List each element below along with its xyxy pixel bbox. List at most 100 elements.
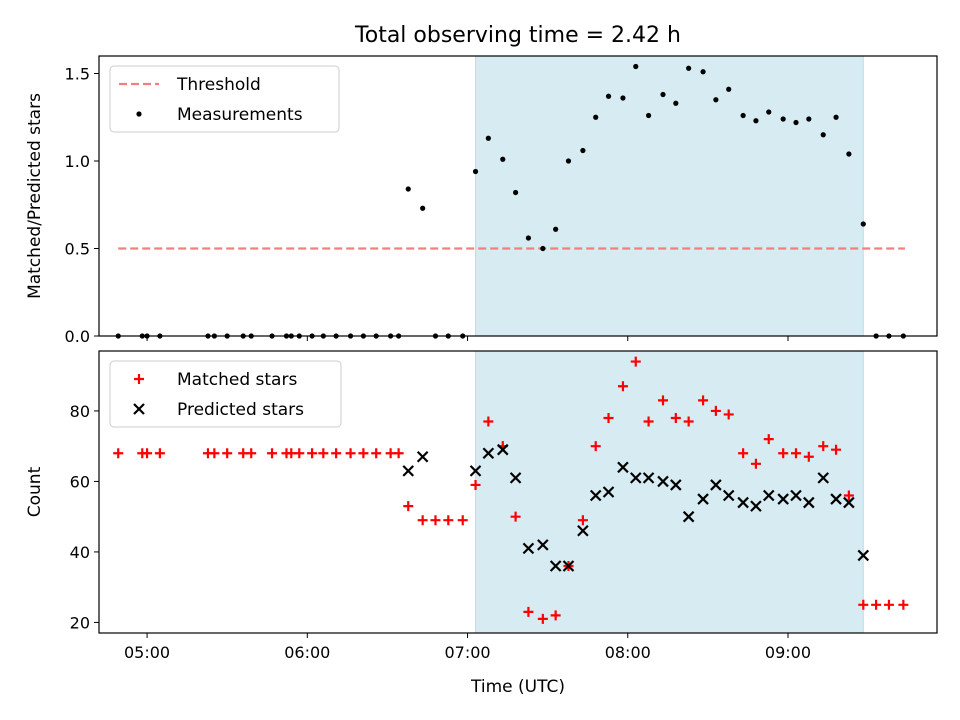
data-point — [630, 356, 641, 367]
data-point — [658, 395, 669, 406]
data-point — [512, 189, 519, 196]
data-point — [509, 472, 522, 484]
legend: Threshold Measurements — [109, 65, 340, 133]
data-point — [777, 493, 789, 505]
data-point — [403, 501, 414, 512]
legend-label: Matched stars — [177, 370, 297, 390]
data-point — [803, 496, 815, 509]
data-point — [580, 147, 586, 154]
data-point — [657, 475, 669, 488]
data-point — [142, 448, 153, 459]
data-point — [577, 515, 588, 526]
data-point — [222, 448, 233, 459]
data-point — [740, 112, 746, 119]
y-axis-label: Matched/Predicted stars — [25, 93, 45, 299]
data-point — [430, 515, 441, 526]
legend: Matched stars Predicted stars — [109, 360, 342, 428]
y-tick-label: 20 — [70, 613, 90, 632]
data-point — [457, 515, 468, 526]
data-point — [697, 493, 709, 505]
data-point — [682, 510, 695, 523]
data-point — [470, 479, 481, 490]
data-point — [780, 116, 786, 122]
data-point — [589, 489, 602, 502]
data-point — [738, 448, 749, 459]
y-tick-label: 80 — [70, 402, 90, 421]
data-point — [723, 409, 734, 420]
data-point — [843, 496, 855, 509]
legend-label: Measurements — [177, 105, 303, 125]
y-tick-label: 0.0 — [65, 327, 90, 346]
chart-title: Total observing time = 2.42 h — [354, 23, 681, 48]
data-point — [793, 119, 799, 126]
data-point — [522, 542, 535, 555]
data-point — [307, 448, 318, 459]
data-point — [763, 434, 774, 445]
data-point — [371, 448, 382, 459]
data-point — [750, 458, 761, 469]
data-point — [713, 97, 719, 103]
data-point — [833, 114, 839, 120]
data-point — [683, 416, 694, 427]
data-point — [553, 226, 559, 232]
data-point — [830, 493, 842, 505]
data-point — [633, 63, 639, 70]
data-point — [686, 65, 692, 71]
data-point — [525, 235, 532, 241]
data-point — [345, 448, 356, 459]
axes-frame — [98, 350, 938, 634]
data-point — [497, 443, 509, 456]
data-point — [817, 472, 830, 484]
data-point — [710, 405, 721, 416]
data-point — [318, 448, 329, 459]
y-axis-label: Count — [25, 466, 45, 517]
data-point — [472, 168, 479, 175]
x-tick-label: 05:00 — [124, 643, 170, 662]
data-point — [670, 412, 681, 423]
data-point — [818, 441, 829, 452]
legend-predicted-swatch — [133, 403, 145, 415]
y-tick-label: 1.5 — [65, 65, 90, 84]
data-point — [617, 461, 629, 474]
data-point — [420, 205, 426, 211]
ratio-panel: 0.0 0.5 1.0 1.5 Matched/Predicted stars Thres… — [25, 55, 938, 346]
y-tick-label: 0.5 — [65, 240, 90, 259]
series-matched-stars — [113, 356, 909, 624]
data-point — [483, 416, 494, 427]
data-point — [700, 69, 706, 75]
data-point — [565, 158, 572, 164]
data-point — [605, 93, 612, 99]
legend-measurements-swatch — [136, 111, 142, 117]
x-tick-label: 06:00 — [284, 643, 330, 662]
x-tick-label: 09:00 — [765, 643, 811, 662]
data-point — [698, 395, 709, 406]
data-point — [750, 500, 762, 512]
y-tick-label: 40 — [70, 543, 90, 562]
data-point — [643, 416, 654, 427]
data-point — [857, 549, 870, 562]
legend-box — [109, 360, 342, 428]
data-point — [577, 524, 589, 537]
y-tick-label: 60 — [70, 472, 90, 491]
data-point — [898, 599, 909, 610]
data-point — [405, 186, 411, 192]
data-point — [246, 448, 257, 459]
data-point — [510, 511, 521, 522]
data-point — [267, 448, 278, 459]
data-point — [843, 490, 854, 501]
data-point — [660, 91, 666, 98]
data-point — [846, 151, 852, 157]
data-point — [790, 489, 802, 502]
data-point — [523, 606, 534, 617]
y-tick-label: 1.0 — [65, 152, 90, 171]
data-point — [590, 441, 601, 452]
data-point — [393, 448, 404, 459]
data-point — [753, 118, 759, 124]
data-point — [762, 489, 775, 502]
data-point — [629, 472, 642, 484]
data-point — [883, 599, 894, 610]
data-point — [550, 610, 561, 621]
x-tick-label: 07:00 — [444, 643, 490, 662]
data-point — [820, 132, 826, 138]
data-point — [209, 448, 220, 459]
